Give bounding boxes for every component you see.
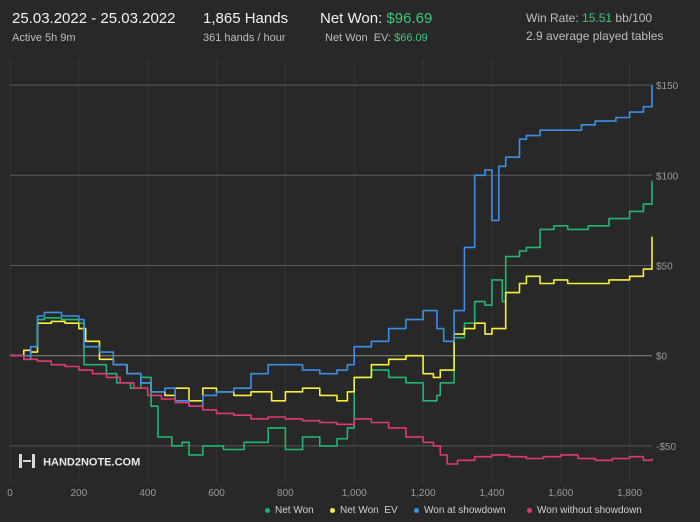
legend-net-won[interactable]: Net Won [265, 505, 314, 516]
series-line-net-won-ev [10, 236, 653, 402]
legend-label-non-showdown: Won without showdown [537, 505, 642, 516]
net-won-ev: Net Won EV: $66.09 [325, 32, 428, 44]
win-rate-label: Win Rate: [526, 11, 579, 25]
legend-dot-showdown [414, 507, 419, 513]
net-won-ev-label: Net Won EV: [325, 32, 392, 44]
date-range: 25.03.2022 - 25.03.2022 [12, 10, 176, 27]
avg-tables: 2.9 average played tables [526, 29, 664, 43]
x-tick-label: 800 [277, 488, 294, 499]
legend-won-at-showdown[interactable]: Won at showdown [414, 505, 506, 516]
x-tick-label: 400 [139, 488, 156, 499]
win-rate-value: 15.51 [582, 11, 613, 25]
net-won-label: Net Won: [320, 10, 383, 27]
brand-text: HAND2NOTE.COM [43, 456, 141, 469]
win-rate: Win Rate: 15.51 bb/100 [526, 11, 652, 25]
legend-won-without-showdown[interactable]: Won without showdown [527, 505, 642, 516]
legend-label-showdown: Won at showdown [424, 505, 506, 516]
legend-dot-net-won [265, 507, 270, 513]
profit-chart: -$50 $0 $50 $100 $150 0 200 400 600 800 1,000 1,20… [7, 58, 679, 499]
x-tick-label: 200 [71, 488, 88, 499]
chart-legend: Net Won Net Won EV Won at showdown Won w… [0, 505, 700, 521]
y-tick-label: $50 [656, 261, 673, 272]
net-won: Net Won: $96.69 [320, 10, 432, 27]
y-tick-label: $150 [656, 81, 679, 92]
x-tick-label: 1,800 [617, 488, 642, 499]
hands-per-hour: 361 hands / hour [203, 32, 286, 44]
x-tick-label: 1,600 [548, 488, 573, 499]
legend-label-net-won-ev: Net Won EV [340, 505, 398, 516]
x-tick-label: 1,400 [479, 488, 504, 499]
legend-net-won-ev[interactable]: Net Won EV [330, 505, 398, 516]
y-tick-label: $0 [656, 352, 668, 363]
stats-header: 25.03.2022 - 25.03.2022 Active 5h 9m 1,8… [0, 8, 700, 48]
hand2note-logo-icon [18, 452, 36, 473]
x-tick-label: 600 [208, 488, 225, 499]
series-line-net-won [10, 180, 653, 456]
legend-dot-non-showdown [527, 507, 532, 513]
x-tick-label: 1,000 [342, 488, 367, 499]
legend-label-net-won: Net Won [275, 505, 314, 516]
net-won-ev-value: $66.09 [394, 32, 428, 44]
brand-logo: HAND2NOTE.COM [18, 452, 140, 473]
x-tick-label: 0 [7, 488, 13, 499]
y-tick-label: $100 [656, 171, 679, 182]
win-rate-unit: bb/100 [615, 11, 653, 25]
hands-count: 1,865 Hands [203, 10, 289, 27]
y-tick-label: -$50 [656, 442, 676, 453]
series-line-won-without-showdown [10, 354, 653, 465]
x-tick-label: 1,200 [411, 488, 436, 499]
series-line-won-at-showdown [10, 85, 653, 407]
net-won-value: $96.69 [386, 10, 433, 27]
active-time: Active 5h 9m [12, 32, 76, 44]
legend-dot-net-won-ev [330, 507, 335, 513]
